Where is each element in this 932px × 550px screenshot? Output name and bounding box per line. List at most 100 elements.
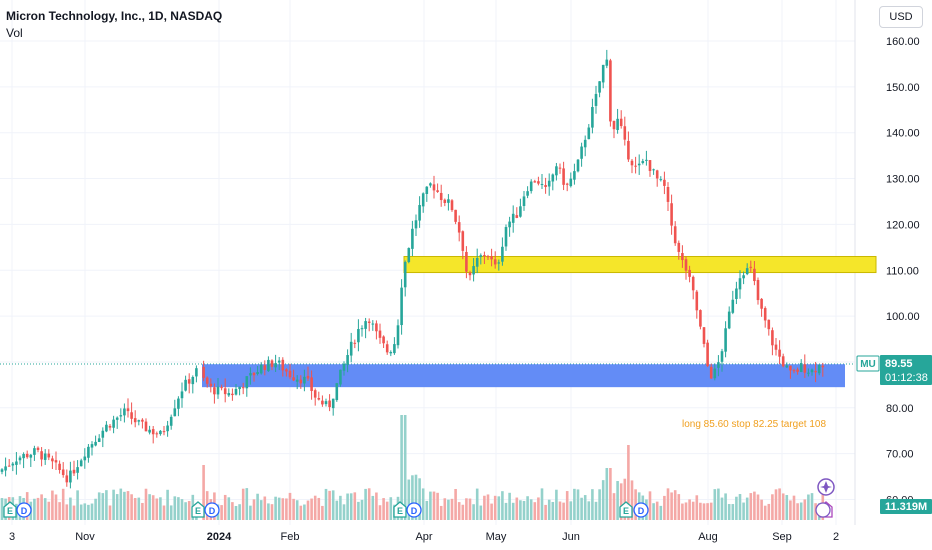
candle-body [25,453,29,458]
candle-body [699,310,702,327]
volume-bar [342,504,346,520]
marker-letter: E [397,506,403,516]
candle-body [677,242,681,252]
candle-body [601,64,605,83]
volume-bar [493,495,497,520]
candle-body [717,362,720,368]
volume-bar [184,502,187,520]
volume-bar [616,481,619,520]
volume-bar [155,498,159,520]
candle-body [339,369,342,385]
volume-bar [331,490,335,520]
currency-selector[interactable]: USD [879,6,923,28]
candle-body [346,355,349,366]
candle-body [558,167,562,169]
candle-body [472,266,475,275]
candle-body [731,299,735,313]
dividend-marker[interactable]: D [406,502,422,518]
candle-body [767,319,771,330]
candle-body [555,166,558,176]
candle-body [108,425,112,428]
volume-bar [33,498,36,520]
volume-bar [151,495,155,520]
volume-bar [630,480,634,520]
dividend-marker[interactable]: D [633,502,649,518]
dividend-marker[interactable]: D [16,502,32,518]
candle-body [673,226,677,244]
dividend-marker[interactable]: D [204,502,220,518]
volume-bar [159,497,162,520]
earnings-icon [393,501,407,518]
volume-bar [655,501,659,520]
marker-letter: E [195,506,201,516]
volume-bar [771,494,774,520]
volume-bar [699,502,702,520]
candle-body [288,370,292,378]
candle-body [684,259,688,271]
candle-body [54,460,58,463]
candle-body [58,463,61,471]
volume-bar [573,488,576,520]
volume-bar [803,499,807,520]
volume-bar [324,488,328,520]
candle-body [461,231,465,251]
dividend-icon [633,502,649,518]
candle-body [569,178,573,187]
volume-bar [353,492,357,520]
candle-body [612,120,616,130]
volume-bar [112,489,115,520]
volume-bar [454,488,457,520]
candle-body [778,349,781,357]
candle-body [177,398,180,409]
volume-bar [130,494,133,520]
volume-bar [346,493,349,520]
candle-body [133,418,137,423]
marker-letter: D [21,506,28,516]
earnings-marker[interactable]: E [3,501,17,518]
earnings-marker[interactable]: E [619,501,633,518]
candle-body [123,408,126,416]
trade-plan-annotation: long 85.60 stop 82.25 target 108 [682,419,826,430]
price-tick-label: 110.00 [886,265,919,277]
candle-body [191,377,195,385]
volume-bar [400,415,403,520]
earnings-marker[interactable]: E [191,501,205,518]
candle-body [411,228,414,249]
candle-body [313,390,317,398]
volume-bar [429,491,432,520]
volume-bar [321,505,324,520]
candle-body [400,287,403,326]
volume-bar [187,501,191,520]
volume-bar [594,501,598,520]
candle-body [738,278,742,290]
candle-body [47,453,51,458]
volume-bar [69,497,72,520]
earnings-marker[interactable]: E [393,501,407,518]
volume-bar [789,500,792,520]
candle-body [144,421,148,432]
candle-body [382,336,385,344]
volume-bar [605,468,609,520]
time-tick-label: Aug [698,531,718,543]
candle-body [245,376,249,389]
volume-bar [223,494,227,520]
candle-body [7,465,11,467]
candle-body [821,365,825,368]
volume-bar [720,497,724,520]
volume-bar [688,499,691,520]
candle-body [763,308,767,321]
volume-bar [475,488,479,520]
volume-bar [220,505,223,520]
volume-bar [94,498,97,520]
candle-body [537,181,540,184]
candle-body [468,272,472,276]
candle-body [331,398,335,409]
volume-bar [313,495,317,520]
volume-bar [580,497,583,520]
symbol-tag: MU [860,359,876,370]
volume-bar [544,504,547,520]
candle-body [220,387,223,389]
volume-bar [87,504,90,520]
candle-body [256,372,259,375]
